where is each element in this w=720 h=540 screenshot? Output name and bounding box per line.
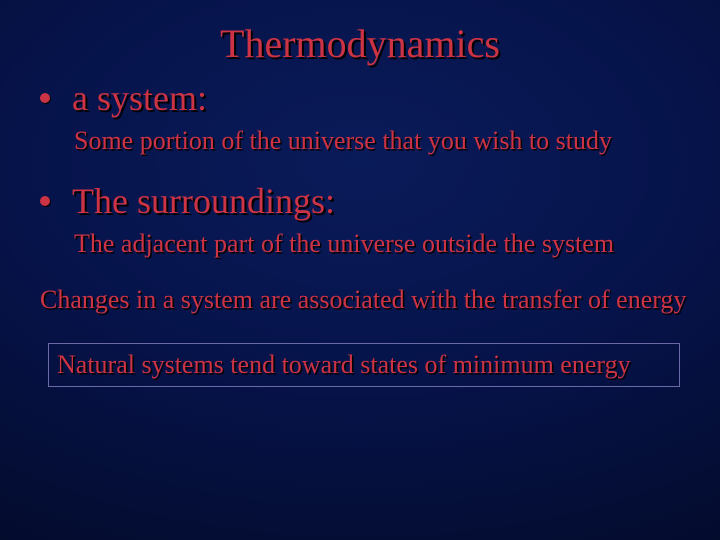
bullet-label: The surroundings: [72,180,335,222]
slide: Thermodynamics a system: Some portion of… [0,0,720,540]
spacer [30,158,690,172]
bullet-item-surroundings: The surroundings: [40,180,690,222]
bullet-icon [40,196,50,206]
body-paragraph: Changes in a system are associated with … [40,284,690,317]
bullet-icon [40,93,50,103]
bullet-subtext-surroundings: The adjacent part of the universe outsid… [74,228,690,261]
boxed-statement: Natural systems tend toward states of mi… [48,343,680,387]
bullet-item-system: a system: [40,77,690,119]
bullet-label: a system: [72,77,207,119]
bullet-subtext-system: Some portion of the universe that you wi… [74,125,690,158]
slide-title: Thermodynamics [30,20,690,67]
